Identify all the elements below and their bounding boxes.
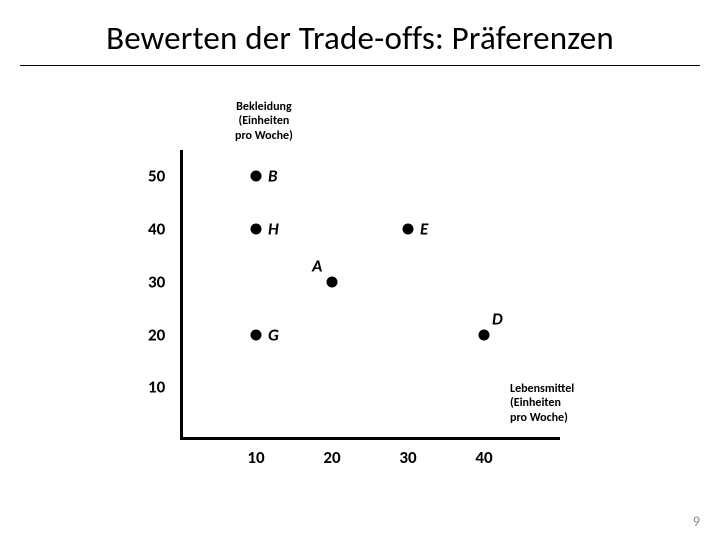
slide-title: Bewerten der Trade-offs: Präferenzen (0, 18, 720, 58)
data-point-a (327, 276, 338, 287)
title-underline (20, 65, 700, 66)
point-label-g: G (268, 324, 279, 345)
page-number: 9 (693, 513, 700, 530)
x-tick: 20 (323, 447, 340, 468)
x-axis (180, 437, 560, 440)
point-label-b: B (268, 166, 278, 187)
slide: Bewerten der Trade-offs: Präferenzen Bek… (0, 0, 720, 540)
y-tick: 40 (148, 219, 165, 240)
y-axis-label-l2: (Einheiten (238, 114, 289, 128)
y-axis-label-l1: Bekleidung (236, 100, 291, 114)
data-point-e (403, 224, 414, 235)
x-axis-label-l1: Lebensmittel (510, 382, 574, 396)
data-point-g (251, 329, 262, 340)
y-tick: 50 (148, 166, 165, 187)
point-label-a: A (312, 255, 322, 276)
data-point-d (479, 329, 490, 340)
point-label-e: E (420, 219, 428, 240)
y-axis-label: Bekleidung (Einheiten pro Woche) (235, 100, 293, 143)
y-tick: 30 (148, 271, 165, 292)
data-point-b (251, 171, 262, 182)
point-label-d: D (492, 308, 503, 329)
x-axis-label-l2: (Einheiten pro Woche) (510, 396, 568, 424)
x-axis-label: Lebensmittel (Einheiten pro Woche) (510, 382, 574, 425)
x-tick: 10 (247, 447, 264, 468)
y-axis (180, 150, 183, 440)
y-axis-label-l3: pro Woche) (235, 129, 293, 143)
data-point-h (251, 224, 262, 235)
y-tick: 10 (148, 377, 165, 398)
x-tick: 30 (399, 447, 416, 468)
y-tick: 20 (148, 324, 165, 345)
plot-area: Bekleidung (Einheiten pro Woche) Lebensm… (180, 150, 560, 440)
point-label-h: H (268, 219, 279, 240)
preference-chart: Bekleidung (Einheiten pro Woche) Lebensm… (140, 90, 600, 480)
x-tick: 40 (475, 447, 492, 468)
